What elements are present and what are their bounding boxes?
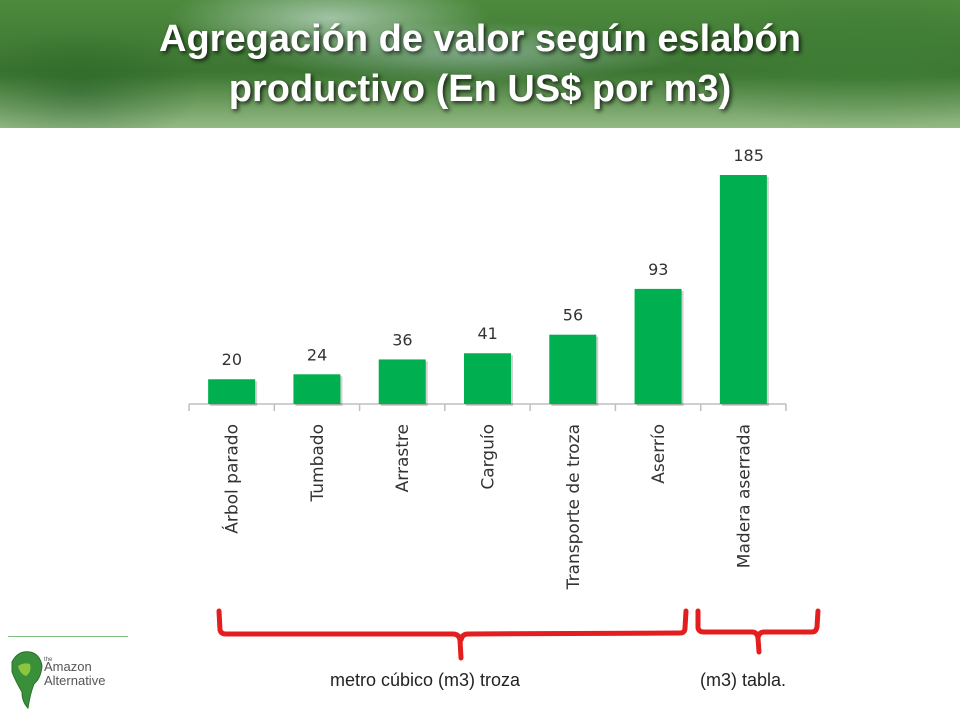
data-label-0: 20 (222, 350, 242, 369)
tabla-unit-label: (m3) tabla. (700, 670, 787, 690)
bar-5 (634, 288, 682, 404)
slide-title: Agregación de valor según eslabón produc… (0, 14, 960, 114)
logo-text-alternative: Alternative (44, 673, 106, 688)
logo-divider (8, 636, 128, 637)
category-labels-group: Árbol parado Tumbado Arrastre Carguío Transp… (221, 424, 755, 590)
bar-4 (549, 334, 597, 404)
category-label-4: Transporte de troza (564, 424, 584, 590)
bar-0 (208, 379, 256, 404)
category-label-2: Arrastre (393, 424, 413, 492)
data-label-2: 36 (392, 330, 412, 349)
category-label-0: Árbol parado (221, 424, 243, 534)
tabla-brace (695, 608, 821, 655)
logo-text-amazon: Amazon (44, 659, 92, 674)
data-label-6: 185 (733, 146, 764, 165)
data-label-5: 93 (648, 260, 668, 279)
ticks-group (188, 404, 787, 411)
logo-small-text: the (44, 657, 53, 663)
bar-6 (719, 175, 767, 404)
value-labels-group: 20 24 36 41 56 93 185 (222, 146, 764, 369)
category-label-5: Aserrío (649, 424, 669, 484)
category-label-3: Carguío (479, 424, 499, 490)
title-line-1: Agregación de valor según eslabón (159, 18, 801, 60)
bar-1 (293, 374, 341, 404)
data-label-4: 56 (563, 306, 583, 325)
south-america-icon (11, 651, 43, 710)
category-label-1: Tumbado (308, 424, 328, 503)
header-banner (0, 0, 960, 128)
bar-2 (378, 359, 426, 404)
category-label-6: Madera aserrada (734, 424, 754, 568)
title-line-2: productivo (En US$ por m3) (228, 68, 732, 110)
amazon-alternative-logo (11, 651, 43, 710)
bars-group (208, 175, 769, 406)
troza-brace (216, 608, 689, 661)
data-label-1: 24 (307, 345, 327, 364)
bar-3 (464, 353, 511, 404)
troza-unit-label: metro cúbico (m3) troza (330, 670, 521, 690)
data-label-3: 41 (478, 324, 498, 343)
